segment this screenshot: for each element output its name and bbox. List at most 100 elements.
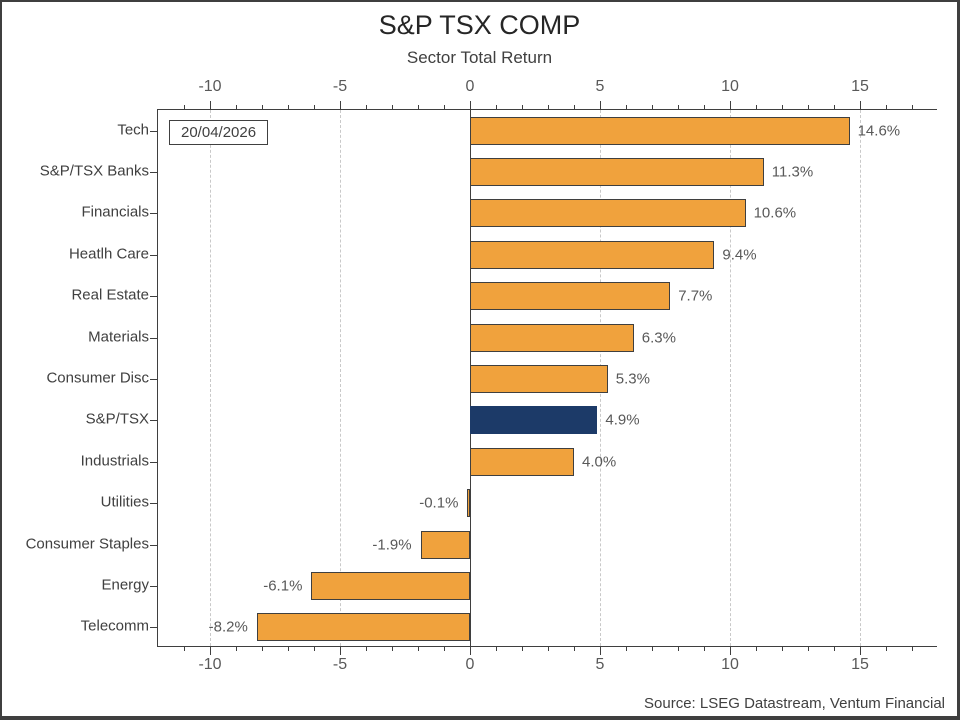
x-axis-tick	[184, 646, 185, 651]
y-axis-tick	[150, 337, 158, 339]
x-axis-tick	[444, 105, 445, 110]
x-axis-tick	[444, 646, 445, 651]
bar-industrials	[470, 447, 574, 476]
chart-subtitle: Sector Total Return	[406, 48, 553, 67]
y-axis-tick	[150, 420, 158, 422]
y-axis-category-label: Real Estate	[71, 286, 149, 304]
bar-value-label: -6.1%	[263, 577, 303, 595]
y-axis-category-label: S&P/TSX Banks	[39, 162, 149, 180]
x-axis-tick	[340, 646, 341, 655]
y-axis-category-label: Energy	[101, 576, 149, 594]
bar-value-label: -0.1%	[419, 494, 459, 512]
x-axis-tick	[704, 646, 705, 651]
x-axis-tick	[782, 646, 783, 651]
bar-real-estate	[470, 282, 671, 311]
x-axis-tick	[392, 646, 393, 651]
y-axis-category-label: S&P/TSX	[85, 410, 149, 428]
x-axis-tick	[314, 646, 315, 651]
y-axis-category-label: Financials	[81, 203, 149, 221]
x-axis-tick	[860, 646, 861, 655]
x-axis-tick	[522, 105, 523, 110]
source-note: Source: LSEG Datastream, Ventum Financia…	[644, 695, 945, 712]
y-axis-tick	[150, 544, 158, 546]
x-axis-tick	[496, 105, 497, 110]
bar-value-label: 9.4%	[722, 246, 757, 264]
x-axis-tick	[678, 646, 679, 651]
y-axis-tick	[150, 213, 158, 215]
y-axis-category-label: Tech	[117, 121, 149, 139]
x-axis-tick	[392, 105, 393, 110]
x-axis-tick	[366, 646, 367, 651]
x-axis-tick	[262, 105, 263, 110]
x-axis-tick	[730, 101, 731, 110]
bar-tech	[470, 116, 850, 145]
bar-value-label: 14.6%	[857, 122, 901, 140]
y-axis-category-label: Heatlh Care	[68, 245, 149, 263]
x-axis-tick-label: -10	[198, 78, 222, 95]
y-axis-labels: Tech S&P/TSX Banks Financials Heatlh Care Re…	[2, 109, 149, 647]
x-axis-tick	[522, 646, 523, 651]
x-axis-tick	[678, 105, 679, 110]
x-axis-tick	[912, 105, 913, 110]
x-axis-tick	[886, 105, 887, 110]
y-axis-tick	[150, 172, 158, 174]
x-axis-tick-label: 10	[721, 78, 739, 95]
x-axis-tick	[652, 105, 653, 110]
x-axis-tick	[262, 646, 263, 651]
bar-telecomm	[256, 613, 470, 642]
bar-value-label: 7.7%	[678, 287, 713, 305]
x-axis-tick	[782, 105, 783, 110]
x-axis-tick	[600, 101, 601, 110]
x-axis-tick-label: 5	[595, 656, 605, 673]
date-annotation: 20/04/2026	[169, 120, 269, 145]
plot-area: 20/04/2026 -10 -10 -5 -5 0 0 5 5 10 10 15 15 14.6% 11…	[150, 78, 937, 673]
x-axis-tick	[808, 105, 809, 110]
x-axis-tick	[574, 646, 575, 651]
bar-heatlh-care	[470, 240, 715, 269]
x-axis-tick	[574, 105, 575, 110]
bar-value-label: -8.2%	[208, 618, 248, 636]
x-axis-tick	[548, 646, 549, 651]
x-axis-tick	[418, 105, 419, 110]
x-axis-tick	[210, 101, 211, 110]
y-axis-tick	[150, 254, 158, 256]
x-axis-tick	[470, 101, 471, 110]
x-axis-tick	[626, 646, 627, 651]
x-axis-tick-label: -10	[198, 656, 222, 673]
x-axis-tick	[912, 646, 913, 651]
y-axis-category-label: Industrials	[80, 452, 149, 470]
y-axis-tick	[150, 503, 158, 505]
bar-energy	[311, 571, 470, 600]
bar-value-label: 10.6%	[753, 204, 797, 222]
x-axis-tick-label: -5	[332, 656, 348, 673]
bar-value-label: 11.3%	[771, 163, 814, 181]
bar-financials	[470, 199, 746, 228]
bar-value-label: 6.3%	[641, 329, 676, 347]
x-axis-tick	[860, 101, 861, 110]
y-axis-tick	[150, 130, 158, 132]
x-axis-tick	[340, 101, 341, 110]
x-axis-tick-label: 0	[465, 78, 475, 95]
bar-value-label: 4.0%	[582, 453, 617, 471]
bar-s-p-tsx	[470, 406, 598, 435]
x-axis-tick	[730, 646, 731, 655]
x-axis-tick	[756, 105, 757, 110]
y-axis-category-label: Materials	[88, 328, 149, 346]
y-axis-category-label: Consumer Disc	[46, 369, 149, 387]
bar-consumer-disc	[470, 365, 608, 393]
x-axis-tick	[236, 646, 237, 651]
y-axis-tick	[150, 296, 158, 298]
x-axis-tick	[756, 646, 757, 651]
x-axis-tick-label: 10	[721, 656, 739, 673]
y-axis-category-label: Consumer Staples	[25, 535, 149, 553]
gridline	[340, 110, 341, 646]
x-axis-tick	[470, 646, 471, 655]
x-axis-tick	[314, 105, 315, 110]
bar-utilities	[467, 489, 470, 518]
bar-consumer-staples	[420, 530, 470, 559]
chart-title: S&P TSX COMP	[378, 10, 581, 40]
x-axis-tick	[418, 646, 419, 651]
x-axis-tick	[548, 105, 549, 110]
y-axis-category-label: Utilities	[100, 493, 149, 511]
y-axis-tick	[150, 627, 158, 629]
